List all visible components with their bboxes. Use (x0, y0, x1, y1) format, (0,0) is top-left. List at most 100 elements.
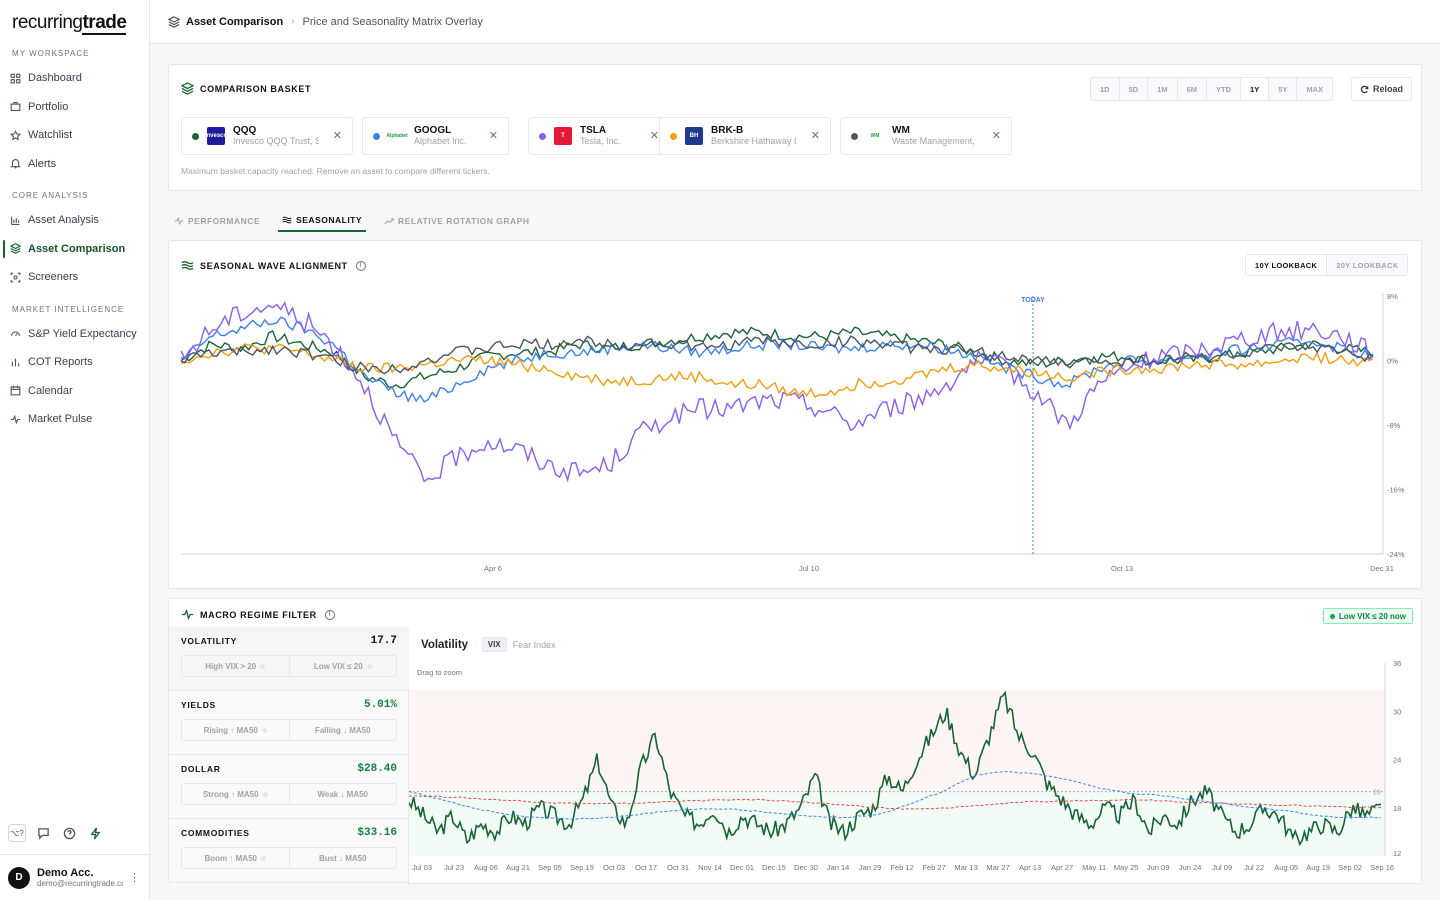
x-tick-label: Sep 02 (1338, 863, 1362, 872)
macro-title: MACRO REGIME FILTER i (181, 608, 335, 621)
range-ytd[interactable]: YTD (1207, 78, 1242, 100)
asset-logo: Alphabet (386, 127, 408, 145)
x-tick-label: Dec 15 (762, 863, 786, 872)
sidebar-item-calendar[interactable]: Calendar (0, 377, 149, 406)
sidebar-item-cot-reports[interactable]: COT Reports (0, 348, 149, 377)
sidebar-item-label: COT Reports (28, 356, 93, 369)
x-tick-label: Oct 17 (635, 863, 657, 872)
layers-icon (168, 15, 180, 28)
y-tick-label: -24% (1387, 550, 1405, 559)
series-line-qqq[interactable] (180, 326, 1374, 389)
threshold-label: 20 (1373, 790, 1381, 797)
chat-icon[interactable] (34, 824, 52, 842)
x-tick-label: Aug 06 (474, 863, 498, 872)
series-line-ma200[interactable] (409, 771, 1382, 820)
bars-icon (11, 358, 20, 367)
sidebar-item-screeners[interactable]: Screeners (0, 263, 149, 292)
sidebar-item-asset-comparison[interactable]: Asset Comparison (0, 235, 149, 264)
close-icon[interactable]: ✕ (332, 130, 342, 142)
x-tick-label: Jul 03 (412, 863, 432, 872)
sidebar-item-portfolio[interactable]: Portfolio (0, 93, 149, 122)
regime-commodities: COMMODITIES $33.16 Boom ↑ MA50 Bust ↓ MA… (169, 819, 409, 883)
bolt-icon[interactable] (86, 824, 104, 842)
regime-option[interactable]: High VIX > 20 (182, 656, 290, 676)
lookback-10y-lookback[interactable]: 10Y LOOKBACK (1246, 255, 1328, 275)
range-5d[interactable]: 5D (1120, 78, 1149, 100)
sidebar-item-market-pulse[interactable]: Market Pulse (0, 405, 149, 434)
asset-name: Invesco QQQ Trust, Series 1 (233, 136, 319, 146)
scan-icon (10, 272, 21, 283)
asset-chip-tsla[interactable]: T TSLA Tesla, Inc. ✕ (528, 117, 670, 155)
range-5y[interactable]: 5Y (1269, 78, 1298, 100)
x-tick-label: Sep 19 (570, 863, 594, 872)
range-6m[interactable]: 6M (1178, 78, 1208, 100)
basket-note: Maximum basket capacity reached. Remove … (181, 166, 490, 176)
close-icon[interactable]: ✕ (649, 130, 659, 142)
sidebar-item-alerts[interactable]: Alerts (0, 150, 149, 179)
reload-button[interactable]: Reload (1351, 77, 1413, 101)
y-tick-label: 30 (1393, 707, 1401, 716)
calendar-icon (10, 386, 21, 396)
asset-name: Waste Management, Inc. (892, 136, 978, 146)
series-line-tsla[interactable] (180, 301, 1374, 483)
asset-logo: WM (866, 127, 884, 145)
info-icon[interactable]: i (355, 260, 366, 271)
sidebar-item-watchlist[interactable]: Watchlist (0, 121, 149, 150)
tab-seasonality[interactable]: SEASONALITY (278, 210, 367, 232)
range-1m[interactable]: 1M (1148, 78, 1178, 100)
sidebar-item-s-p-yield-expectancy[interactable]: S&P Yield Expectancy (0, 320, 149, 349)
breadcrumb-section[interactable]: Asset Comparison (186, 15, 284, 28)
regime-name: VOLATILITY (181, 636, 237, 646)
sidebar-item-label: Calendar (28, 384, 73, 397)
close-icon[interactable]: ✕ (991, 130, 1001, 142)
tab-performance[interactable]: PERFORMANCE (170, 210, 264, 232)
x-tick-label: Oct 13 (1111, 564, 1133, 573)
asset-chip-qqq[interactable]: Invesco QQQ Invesco QQQ Trust, Series 1 … (181, 117, 353, 155)
regime-option[interactable]: Boom ↑ MA50 (182, 848, 290, 868)
y-tick-label: 18 (1393, 804, 1401, 813)
regime-option[interactable]: Low VIX ≤ 20 (290, 656, 397, 676)
series-line-wm[interactable] (180, 334, 1374, 375)
regime-option[interactable]: Falling ↓ MA50 (314, 725, 371, 735)
close-icon[interactable]: ✕ (810, 130, 820, 142)
series-color-dot (373, 132, 380, 140)
series-line-brk-b[interactable] (180, 343, 1374, 399)
regime-option[interactable]: Strong ↑ MA50 (182, 784, 290, 804)
regime-option[interactable]: Weak ↓ MA50 (317, 789, 369, 799)
avatar: D (8, 866, 30, 889)
brand-logo[interactable]: recurringtrade (12, 12, 127, 35)
help-icon[interactable] (60, 824, 78, 842)
asset-symbol: BRK-B (711, 125, 744, 136)
info-icon[interactable]: i (324, 609, 335, 620)
asset-chip-wm[interactable]: WM WM Waste Management, Inc. ✕ (840, 117, 1012, 155)
shortcuts-button[interactable]: ⌥? (8, 824, 26, 842)
range-1y[interactable]: 1Y (1241, 78, 1270, 100)
range-max[interactable]: MAX (1306, 84, 1324, 94)
asset-logo: T (554, 127, 572, 145)
vix-chart[interactable]: 20 36 30 24 18 12 Jul 03 Jul 23 Aug 06 Aug 21 Sep … (409, 627, 1423, 885)
user-profile[interactable]: D Demo Acc. demo@recurringtrade.com ⋮ (0, 854, 150, 900)
series-line-googl[interactable] (180, 316, 1374, 403)
range-1d[interactable]: 1D (1091, 78, 1120, 100)
layers-icon (10, 243, 21, 255)
asset-symbol: TSLA (580, 125, 607, 136)
regime-option[interactable]: Rising ↑ MA50 (182, 720, 290, 740)
seasonal-chart[interactable]: 8% 0% -8% -16% -24% Apr 6 Jul 10 Oct 13 Dec 31 TO… (169, 241, 1423, 590)
sidebar-item-label: Asset Analysis (28, 214, 99, 227)
x-tick-label: May 25 (1114, 863, 1139, 872)
asset-chip-googl[interactable]: Alphabet GOOGL Alphabet Inc. ✕ (362, 117, 509, 155)
lookback-20y-lookback[interactable]: 20Y LOOKBACK (1327, 255, 1408, 275)
sidebar-item-dashboard[interactable]: Dashboard (0, 64, 149, 93)
sidebar-item-asset-analysis[interactable]: Asset Analysis (0, 206, 149, 235)
x-tick-label: Feb 12 (890, 863, 913, 872)
x-tick-label: Aug 19 (1306, 863, 1330, 872)
user-email: demo@recurringtrade.com (37, 879, 123, 888)
series-line-vix[interactable] (409, 690, 1382, 847)
close-icon[interactable]: ✕ (488, 130, 498, 142)
regime-option[interactable]: Bust ↓ MA50 (318, 853, 367, 863)
more-icon[interactable]: ⋮ (129, 872, 140, 884)
asset-chip-brk-b[interactable]: BH BRK-B Berkshire Hathaway Inc. ✕ (659, 117, 831, 155)
regime-toggle: Boom ↑ MA50 Bust ↓ MA50 (181, 847, 397, 869)
tab-relative-rotation-graph[interactable]: RELATIVE ROTATION GRAPH (380, 210, 533, 232)
asset-symbol: GOOGL (414, 125, 452, 136)
